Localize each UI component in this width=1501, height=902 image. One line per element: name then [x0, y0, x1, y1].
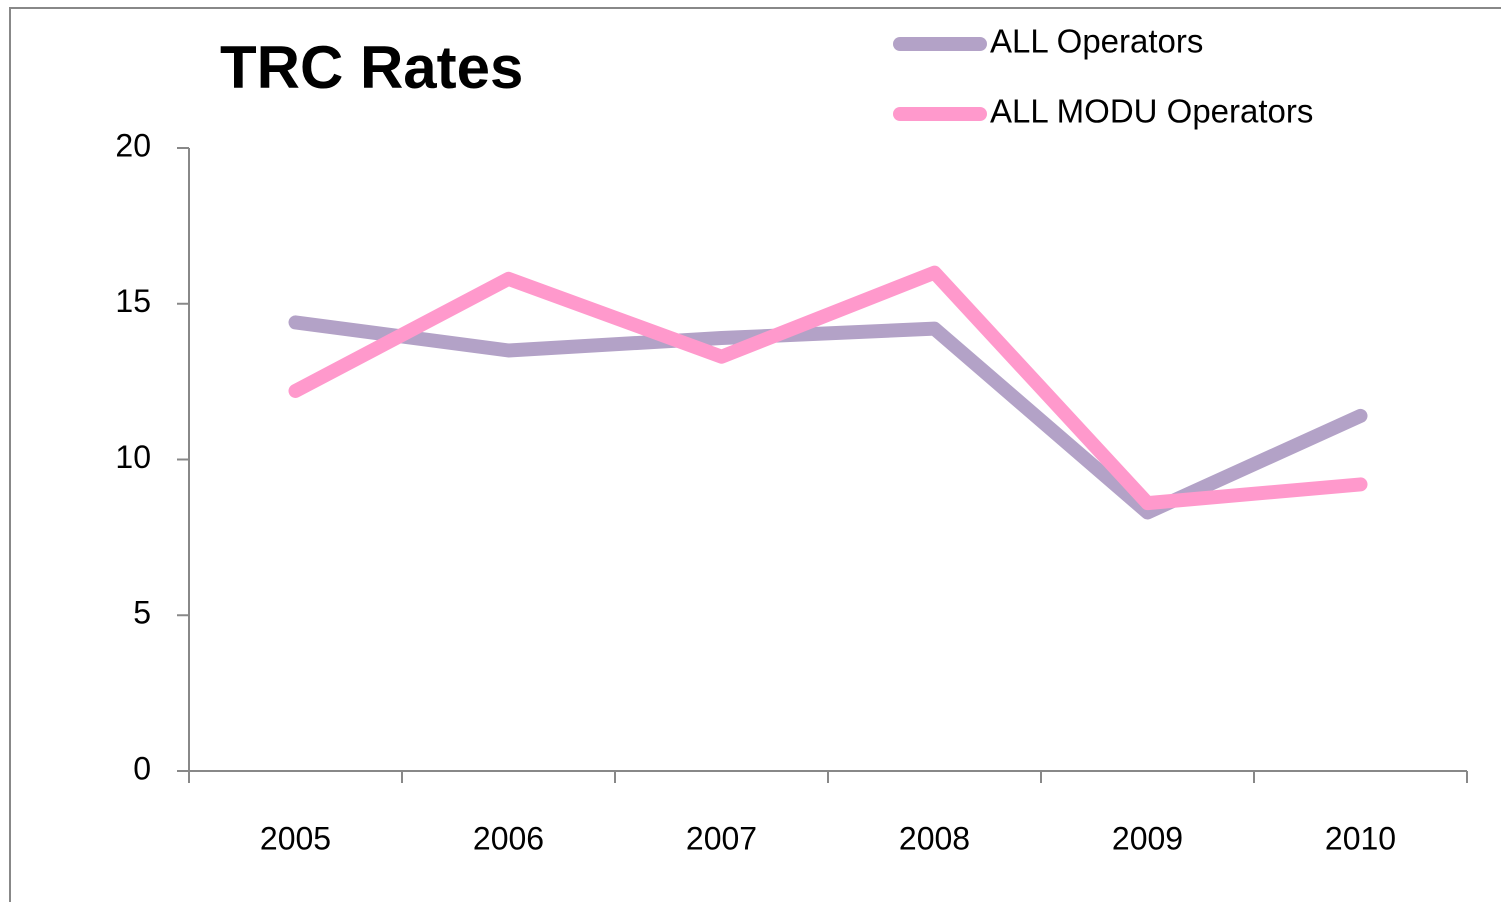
series-line — [288, 265, 1368, 511]
chart-frame — [9, 7, 1501, 902]
y-tick-label: 0 — [133, 750, 151, 786]
legend-label: ALL MODU Operators — [990, 93, 1313, 130]
x-tick-label: 2007 — [686, 820, 757, 856]
y-tick-label: 10 — [115, 439, 151, 475]
series-line — [288, 315, 1368, 520]
x-tick-label: 2006 — [473, 820, 544, 856]
y-tick-label: 20 — [115, 127, 151, 163]
chart-title: TRC Rates — [220, 34, 523, 101]
x-tick-label: 2008 — [899, 820, 970, 856]
x-tick-label: 2005 — [260, 820, 331, 856]
x-tick-label: 2009 — [1112, 820, 1183, 856]
legend-label: ALL Operators — [990, 23, 1203, 60]
y-tick-label: 15 — [115, 283, 151, 319]
x-tick-label: 2010 — [1325, 820, 1396, 856]
y-tick-label: 5 — [133, 595, 151, 631]
